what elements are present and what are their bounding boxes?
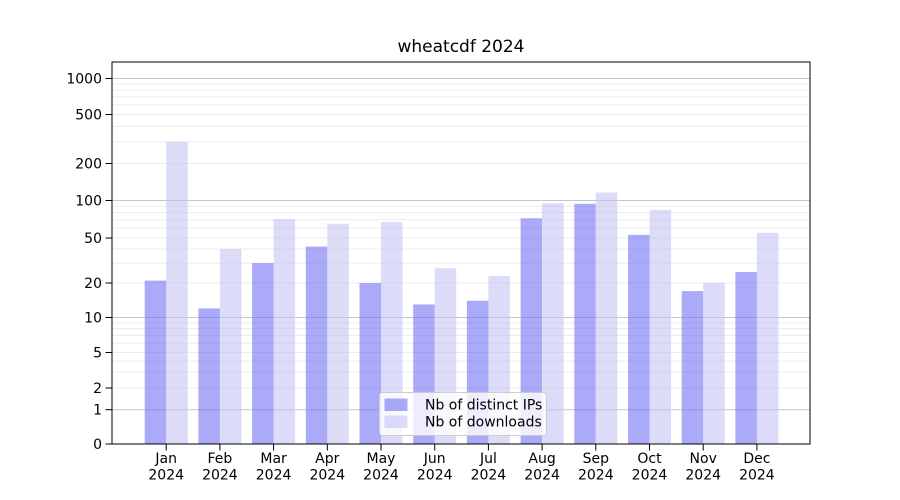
bar-distinct-ips: [144, 280, 167, 444]
bar-downloads: [327, 223, 349, 444]
y-tick-label: 2: [93, 381, 102, 397]
chart-title: wheatcdf 2024: [397, 37, 524, 57]
x-tick-label: Apr 2024: [309, 451, 345, 484]
bar-distinct-ips: [735, 272, 757, 444]
x-tick-label: Jul 2024: [471, 451, 507, 484]
y-tick-label: 20: [84, 276, 102, 292]
y-tick-label: 1000: [66, 72, 102, 88]
legend-box: [379, 392, 547, 436]
x-tick-label: Mar 2024: [256, 451, 292, 484]
x-tick-label: Aug 2024: [524, 451, 560, 484]
y-tick-label: 200: [75, 157, 102, 173]
bar-distinct-ips: [198, 308, 220, 444]
y-tick-label: 100: [75, 194, 102, 210]
y-tick-label: 5: [93, 346, 102, 362]
bar-distinct-ips: [520, 218, 543, 444]
bar-distinct-ips: [574, 203, 596, 444]
bar-downloads: [649, 209, 671, 444]
bar-distinct-ips: [305, 246, 328, 444]
bar-downloads: [273, 219, 296, 444]
x-tick-label: May 2024: [363, 451, 399, 484]
x-tick-label: Jun 2024: [417, 451, 453, 484]
bar-downloads: [542, 203, 564, 444]
bar-downloads: [756, 232, 779, 444]
axis-ticks-and-labels: 0 1 2 5 10 20 50 100 200 500 1000 Jan 2024 Feb 2024 Mar…: [66, 72, 774, 484]
legend-label-downloads: Nb of downloads: [425, 415, 542, 431]
bar-distinct-ips: [252, 263, 274, 444]
bar-downloads: [166, 141, 188, 445]
legend: Nb of distinct IPs Nb of downloads: [379, 392, 547, 436]
legend-swatch-distinct-ips: [384, 398, 408, 411]
y-tick-label: 50: [84, 231, 102, 247]
legend-swatch-downloads: [384, 415, 408, 428]
bar-distinct-ips: [681, 291, 704, 444]
x-tick-label: Nov 2024: [685, 451, 721, 484]
bar-downloads: [219, 248, 242, 444]
y-tick-label: 1: [93, 403, 102, 419]
x-tick-label: Dec 2024: [739, 451, 775, 484]
bar-downloads: [703, 283, 725, 444]
x-tick-label: Jan 2024: [148, 451, 184, 484]
x-tick-label: Oct 2024: [632, 451, 668, 484]
bar-distinct-ips: [359, 283, 381, 444]
bar-distinct-ips: [628, 234, 650, 444]
legend-label-distinct-ips: Nb of distinct IPs: [425, 398, 542, 414]
bar-downloads: [381, 222, 403, 444]
plot-frame: [111, 61, 811, 445]
x-tick-label: Sep 2024: [578, 451, 614, 484]
bar-downloads: [595, 192, 618, 444]
y-tick-label: 500: [75, 108, 102, 124]
y-tick-label: 0: [93, 437, 102, 453]
y-tick-label: 10: [84, 311, 102, 327]
x-tick-label: Feb 2024: [202, 451, 238, 484]
